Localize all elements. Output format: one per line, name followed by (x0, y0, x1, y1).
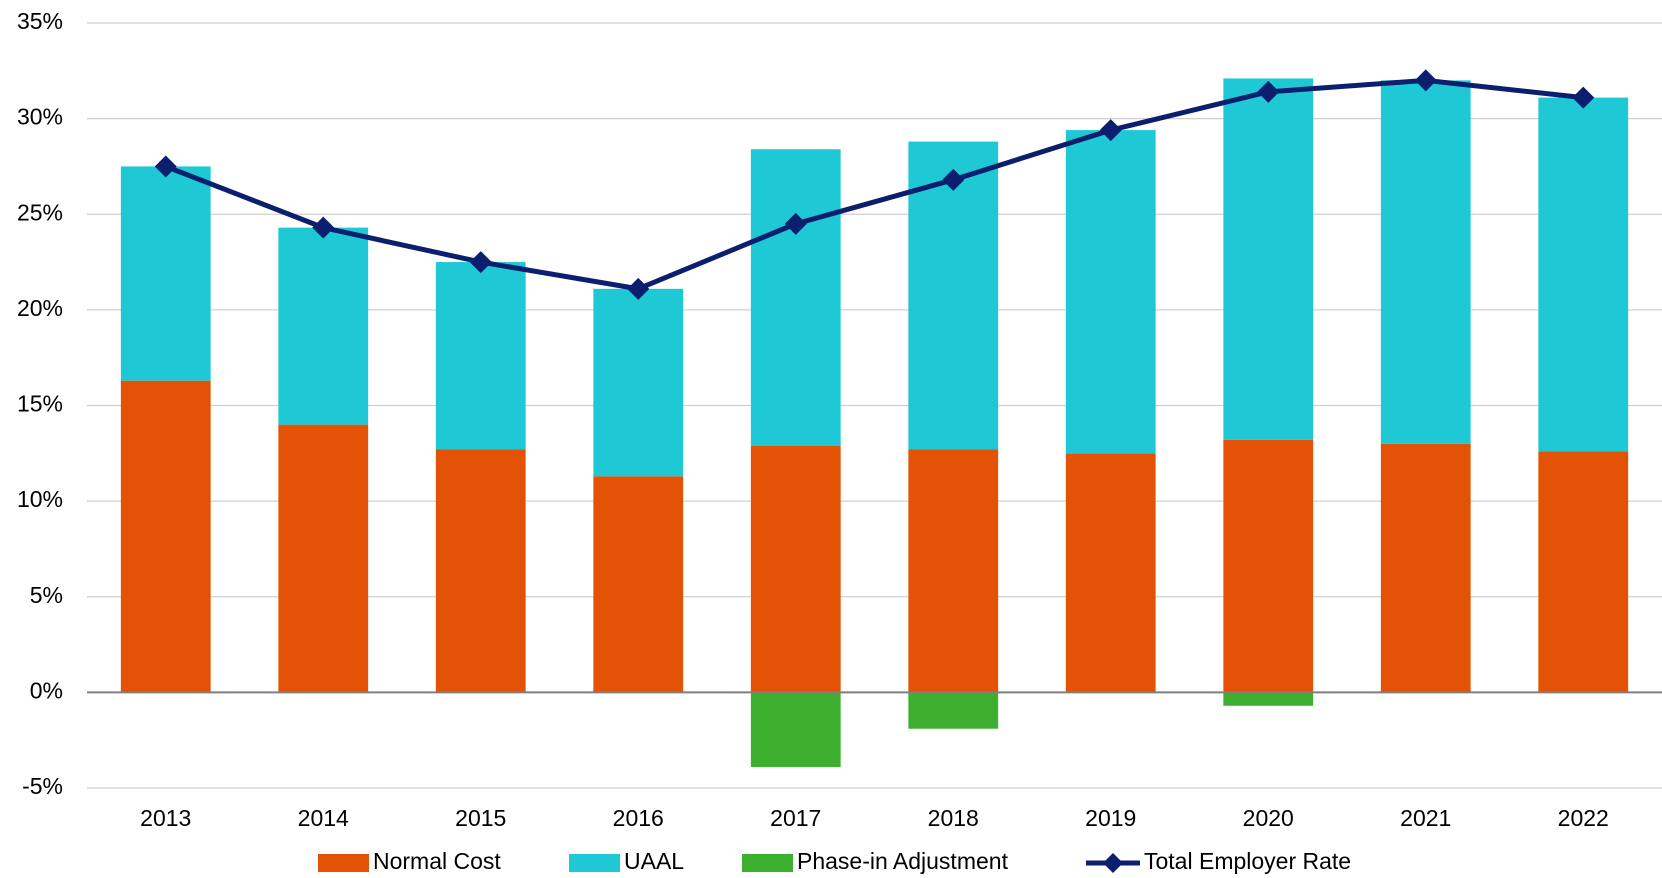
line-marker (784, 212, 807, 235)
bar (1223, 692, 1314, 706)
x-tick-label: 2017 (770, 805, 821, 831)
y-tick-label: 35% (17, 8, 63, 34)
x-tick-label: 2022 (1558, 805, 1609, 831)
legend-label: UAAL (624, 848, 684, 874)
line-marker (942, 168, 965, 191)
bar (908, 449, 999, 693)
bar (1380, 443, 1471, 693)
line-marker (1572, 86, 1595, 109)
x-tick-label: 2016 (613, 805, 664, 831)
x-tick-label: 2019 (1085, 805, 1136, 831)
legend-swatch (742, 854, 793, 872)
y-tick-label: 5% (30, 582, 63, 608)
y-tick-label: 15% (17, 391, 63, 417)
legend-label: Normal Cost (373, 848, 501, 874)
y-tick-label: 0% (30, 677, 63, 703)
line-marker (469, 251, 492, 274)
line-marker (1099, 119, 1122, 142)
y-tick-label: 30% (17, 104, 63, 130)
line-marker (627, 277, 650, 300)
legend-label: Total Employer Rate (1144, 848, 1351, 874)
bar (1223, 439, 1314, 693)
bar (435, 262, 526, 450)
x-tick-label: 2013 (140, 805, 191, 831)
bar (908, 141, 999, 450)
x-tick-label: 2021 (1400, 805, 1451, 831)
bar (750, 692, 841, 767)
bar (1065, 130, 1156, 454)
bar (120, 380, 211, 693)
y-tick-label: -5% (22, 773, 63, 799)
bar (908, 692, 999, 729)
bar (1538, 451, 1629, 693)
bar (1223, 78, 1314, 440)
legend-swatch (318, 854, 369, 872)
bar (593, 476, 684, 693)
bar (750, 445, 841, 693)
legend-label: Phase-in Adjustment (797, 848, 1009, 874)
bar (1538, 97, 1629, 452)
y-tick-label: 20% (17, 295, 63, 321)
legend-swatch (569, 854, 620, 872)
y-tick-label: 10% (17, 486, 63, 512)
line-marker (1257, 80, 1280, 103)
bar (278, 424, 369, 693)
legend-swatch (1103, 853, 1123, 873)
line (164, 77, 1584, 292)
bar (435, 449, 526, 693)
line-marker (154, 155, 177, 178)
bar (750, 149, 841, 446)
line-marker (312, 216, 335, 239)
x-tick-label: 2020 (1243, 805, 1294, 831)
line-marker (1414, 69, 1437, 92)
x-tick-label: 2015 (455, 805, 506, 831)
bar (1380, 80, 1471, 444)
x-tick-label: 2018 (928, 805, 979, 831)
bar (278, 227, 369, 425)
y-tick-label: 25% (17, 199, 63, 225)
bar (1065, 453, 1156, 693)
x-tick-label: 2014 (298, 805, 349, 831)
bar (593, 288, 684, 477)
bar (120, 166, 211, 381)
